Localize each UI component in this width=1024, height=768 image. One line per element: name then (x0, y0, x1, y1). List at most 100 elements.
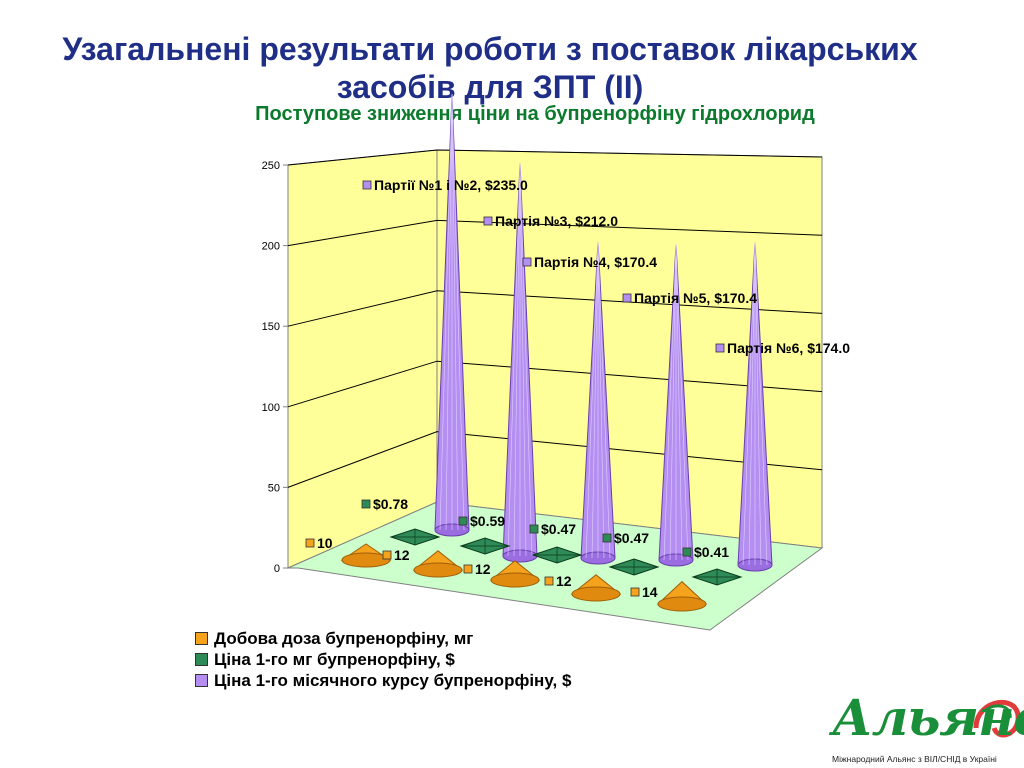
label-swatch (630, 587, 640, 597)
cone-stripe (513, 162, 521, 557)
label-swatch (529, 524, 539, 534)
cone-month-price (580, 242, 616, 565)
data-label-mg-price: $0.47 (602, 530, 649, 546)
dose-cone-base (413, 562, 463, 578)
legend-swatch-dose (195, 632, 208, 645)
legend-item-price-mg: Ціна 1-го мг бупренорфіну, $ (195, 649, 571, 670)
data-label-mg-price: $0.59 (458, 513, 505, 529)
label-text: 14 (642, 584, 658, 600)
label-text: $0.78 (373, 496, 408, 512)
chart-title: Поступове зниження ціни на бупренорфіну … (255, 103, 815, 125)
data-label-mg-price: $0.78 (361, 496, 408, 512)
diamond-mg-price (459, 537, 511, 555)
legend-swatch-price-month (195, 674, 208, 687)
cone-daily-dose (412, 550, 464, 578)
chart-marks (340, 94, 773, 612)
alliance-logo: Альянс Міжнародний Альянс з ВІЛ/СНІД в У… (826, 688, 1024, 768)
dose-cone-base (490, 572, 540, 588)
gridline (287, 290, 823, 327)
legend-label-dose: Добова доза бупренорфіну, мг (214, 628, 474, 648)
data-label-mg-price: $0.41 (682, 544, 729, 560)
cone-stripe (439, 94, 453, 531)
label-swatch (463, 564, 473, 574)
legend-item-price-month: Ціна 1-го місячного курсу бупренорфіну, … (195, 670, 571, 691)
y-tick-label: 50 (268, 482, 280, 494)
label-swatch (682, 547, 692, 557)
legend-label-price-mg: Ціна 1-го мг бупренорфіну, $ (214, 649, 455, 669)
cone-stripe (597, 242, 605, 559)
label-swatch (458, 516, 468, 526)
slide-title-line1: Узагальнені результати роботи з поставок… (62, 31, 918, 67)
legend-swatch-price-mg (195, 653, 208, 666)
cone-stripe (591, 242, 599, 559)
dose-cone-base (571, 586, 621, 602)
y-tick-label: 250 (262, 160, 280, 172)
cone-daily-dose (340, 543, 392, 568)
cone-stripe (597, 242, 611, 559)
y-tick-label: 100 (262, 402, 280, 414)
gridline (287, 431, 823, 488)
label-swatch (544, 576, 554, 586)
label-text: Партія №5, $170.4 (634, 290, 757, 306)
y-tick-label: 0 (274, 563, 280, 575)
data-label-month-price: Партія №4, $170.4 (522, 254, 657, 270)
cone-stripe (675, 244, 683, 561)
label-text: Партії №1 і №2, $235.0 (374, 177, 528, 193)
label-swatch (715, 343, 725, 353)
cone-stripe (451, 94, 465, 531)
cone-month-price (502, 162, 538, 563)
label-swatch (483, 216, 493, 226)
cone-stripe (663, 244, 677, 561)
slide-title: Узагальнені результати роботи з поставок… (0, 30, 980, 106)
label-swatch (622, 293, 632, 303)
data-label-dose: 10 (305, 535, 333, 551)
label-swatch (602, 533, 612, 543)
gridline (287, 219, 823, 247)
data-label-month-price: Партія №5, $170.4 (622, 290, 757, 306)
legend-item-dose: Добова доза бупренорфіну, мг (195, 628, 571, 649)
cone-stripe (675, 244, 689, 561)
data-labels: Партії №1 і №2, $235.0 Партія №3, $212.0 П… (305, 177, 850, 600)
data-label-month-price: Партія №3, $212.0 (483, 213, 618, 229)
label-text: 12 (556, 573, 572, 589)
diamond-mg-price (608, 558, 660, 576)
gridline (287, 360, 823, 408)
legend-label-price-month: Ціна 1-го місячного курсу бупренорфіну, … (214, 670, 572, 690)
diamond-mg-price (531, 546, 583, 564)
logo-subtitle: Міжнародний Альянс з ВІЛ/СНІД в Україні (832, 754, 997, 764)
label-text: $0.41 (694, 544, 729, 560)
cone-daily-dose (656, 580, 708, 612)
label-swatch (305, 538, 315, 548)
data-label-mg-price: $0.47 (529, 521, 576, 537)
logo-swirl-icon (973, 699, 1021, 738)
dose-cone-base (341, 552, 391, 568)
logo-name: Альянс (832, 688, 1024, 747)
diamond-mg-price (389, 528, 441, 546)
cone-stripe (754, 242, 768, 566)
label-text: Партія №3, $212.0 (495, 213, 618, 229)
cone-stripe (754, 242, 762, 566)
y-tick-label: 150 (262, 321, 280, 333)
chart-gridlines (287, 149, 823, 488)
data-label-dose: 12 (544, 573, 572, 589)
data-label-dose: 12 (382, 547, 410, 563)
label-text: $0.59 (470, 513, 505, 529)
cone-stripe (507, 162, 521, 557)
cone-month-price (737, 242, 773, 572)
data-label-dose: 12 (463, 561, 491, 577)
label-text: $0.47 (614, 530, 649, 546)
data-label-dose: 14 (630, 584, 658, 600)
label-text: 12 (394, 547, 410, 563)
slide-title-line2: засобів для ЗПТ (ІІ) (336, 69, 644, 105)
diamond-mg-price (691, 568, 743, 586)
cone-stripe (519, 162, 533, 557)
label-swatch (522, 257, 532, 267)
cone-month-price (658, 244, 694, 567)
dose-cone-base (657, 596, 707, 612)
label-text: Партія №4, $170.4 (534, 254, 657, 270)
data-label-month-price: Партії №1 і №2, $235.0 (362, 177, 528, 193)
cone-stripe (585, 242, 599, 559)
data-label-month-price: Партія №6, $174.0 (715, 340, 850, 356)
cone-daily-dose (489, 560, 541, 588)
